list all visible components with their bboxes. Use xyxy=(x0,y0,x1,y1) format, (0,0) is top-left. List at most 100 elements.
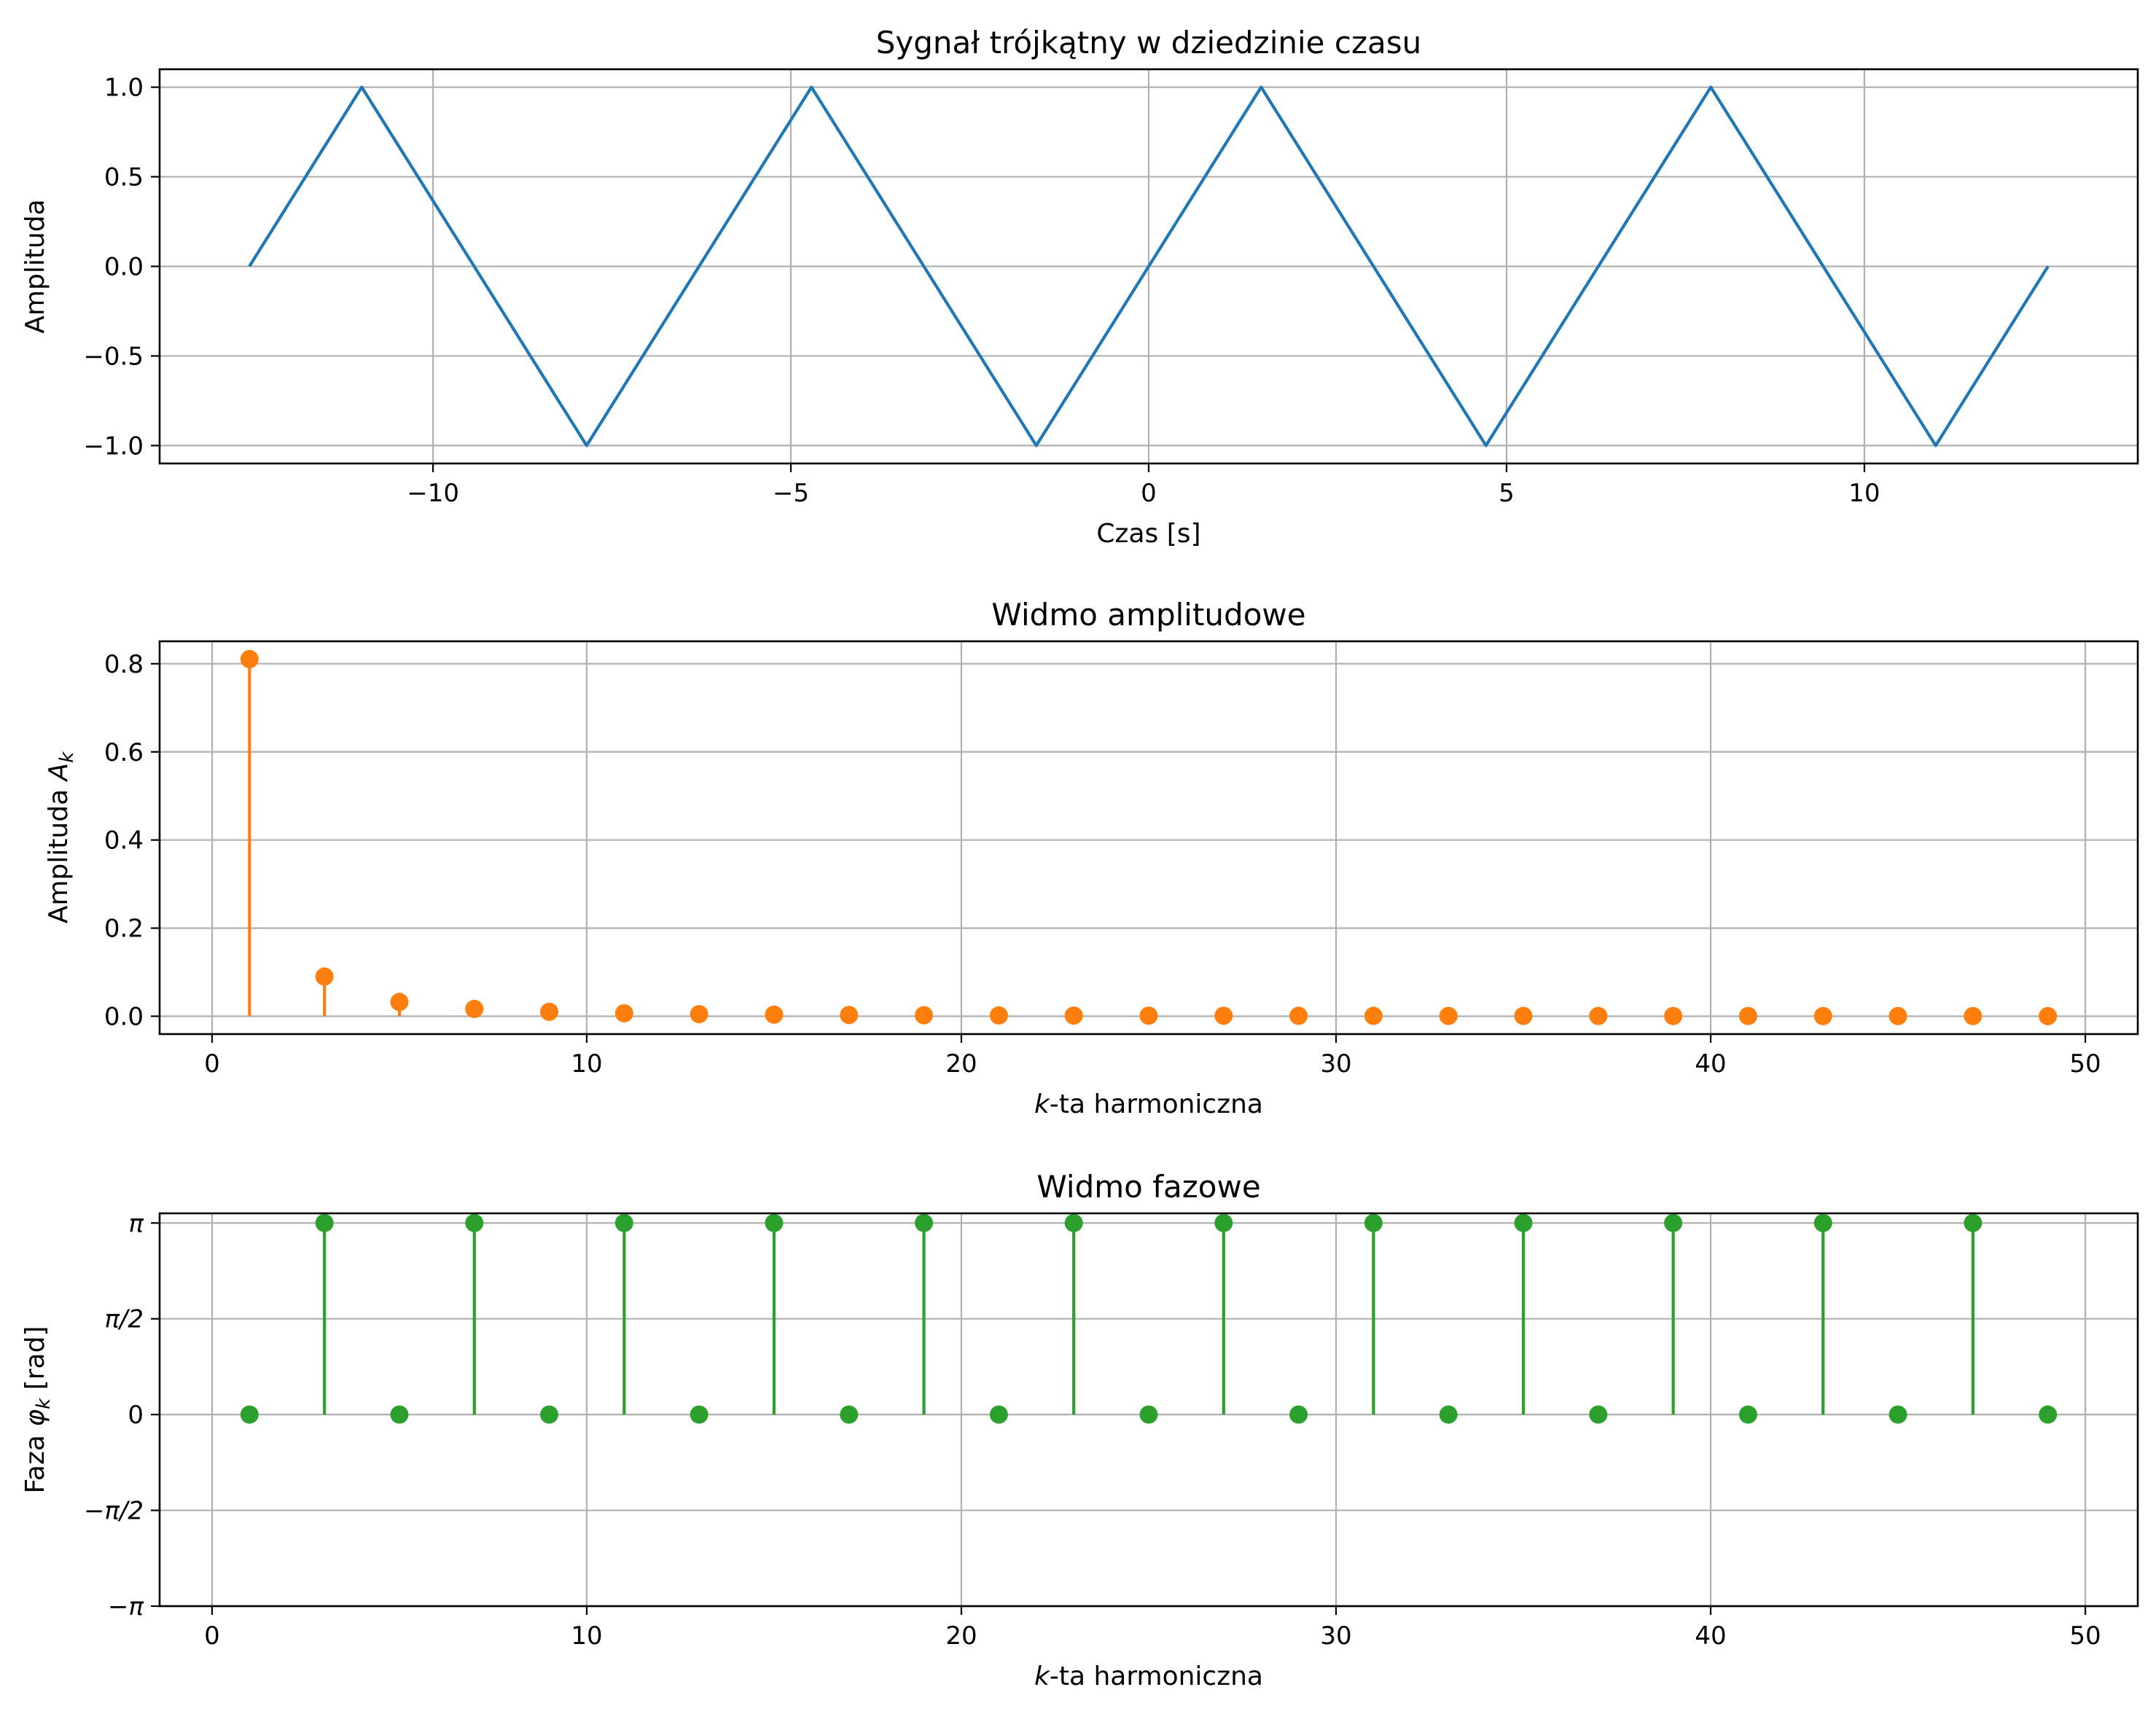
x-tick-label: −5 xyxy=(773,479,809,508)
stem-marker xyxy=(1364,1006,1383,1025)
chart-title: Sygnał trójkątny w dziedzinie czasu xyxy=(876,25,1422,60)
y-axis-label-group: Amplituda xyxy=(20,199,50,333)
x-tick-label: 30 xyxy=(1320,1621,1351,1651)
stem-marker xyxy=(2039,1405,2058,1424)
stem-marker xyxy=(1664,1006,1683,1025)
stem-marker xyxy=(1139,1006,1158,1025)
stem-marker xyxy=(390,1405,409,1424)
y-tick-label: 0 xyxy=(128,1401,144,1430)
stem-marker xyxy=(1064,1213,1083,1232)
chart-title: Widmo fazowe xyxy=(1036,1169,1260,1205)
chart-title: Widmo amplitudowe xyxy=(991,597,1305,633)
x-tick-label: 50 xyxy=(2069,1621,2101,1651)
x-tick-label: 0 xyxy=(204,1621,220,1651)
stem-marker xyxy=(1813,1213,1832,1232)
stem-marker xyxy=(1889,1405,1907,1424)
stem-marker xyxy=(1439,1405,1458,1424)
stem-marker xyxy=(690,1005,708,1024)
time-signal-panel: −10 −5 0 5 10 −1.0 −0.5 0.0 0.5 1.0 Sygnał trójkąt… xyxy=(20,25,2139,549)
stem-marker xyxy=(315,967,334,986)
y-tick-label: −π xyxy=(108,1592,144,1621)
x-axis-label: k-ta harmoniczna xyxy=(1034,1089,1263,1119)
y-tick-label: 0.0 xyxy=(104,1003,144,1032)
y-tick-label: 0.8 xyxy=(104,650,144,679)
stem-marker xyxy=(1514,1006,1533,1025)
stem-marker xyxy=(1738,1006,1757,1025)
x-tick-label: −10 xyxy=(407,479,459,508)
axes-frame xyxy=(158,640,2139,1036)
stem-marker xyxy=(390,993,409,1011)
stem-marker xyxy=(1214,1006,1233,1025)
stem-marker xyxy=(1738,1405,1757,1424)
x-tick-label: 10 xyxy=(571,1621,602,1651)
phase-spectrum-panel: 0 10 20 30 40 50 −π −π/2 0 π/2 π Widmo fazowe k-ta h… xyxy=(20,1169,2139,1691)
stem-marker xyxy=(1439,1006,1458,1025)
y-tick-label: 0.0 xyxy=(104,253,144,282)
stem-marker xyxy=(1289,1006,1308,1025)
stem-marker xyxy=(915,1213,934,1232)
y-tick-label: −0.5 xyxy=(83,342,144,371)
y-tick-label: 0.5 xyxy=(104,163,144,192)
stem-marker xyxy=(1364,1213,1383,1232)
stem-marker xyxy=(614,1003,633,1022)
y-tick-label: 1.0 xyxy=(104,74,144,103)
stem-marker xyxy=(1813,1006,1832,1025)
stem-marker xyxy=(1664,1213,1683,1232)
stem-marker xyxy=(315,1213,334,1232)
x-tick-label: 20 xyxy=(945,1621,977,1651)
y-tick-label: π/2 xyxy=(104,1305,144,1334)
stem-marker xyxy=(840,1405,859,1424)
stem-marker xyxy=(840,1006,859,1025)
stem-marker xyxy=(465,1000,484,1019)
signal-line xyxy=(248,85,2050,447)
x-tick-label: 20 xyxy=(945,1049,977,1079)
stem-marker xyxy=(240,1405,259,1424)
x-tick-label: 0 xyxy=(1141,479,1157,508)
y-tick-label: 0.6 xyxy=(104,738,144,767)
stem-marker xyxy=(989,1405,1008,1424)
x-tick-label: 0 xyxy=(204,1049,220,1079)
y-tick-label: π xyxy=(129,1209,144,1238)
y-tick-label: 0.4 xyxy=(104,826,144,856)
stem-marker xyxy=(1139,1405,1158,1424)
stem-marker xyxy=(765,1005,784,1024)
stem-marker xyxy=(765,1213,784,1232)
stem-marker xyxy=(1214,1213,1233,1232)
y-axis-label: Amplituda Ak xyxy=(44,751,78,923)
stem-marker xyxy=(614,1213,633,1232)
stem-marker xyxy=(1064,1006,1083,1025)
x-tick-label: 5 xyxy=(1499,479,1515,508)
stem-marker xyxy=(540,1405,559,1424)
y-axis-label: Faza φk [rad] xyxy=(20,1326,55,1494)
stem-marker xyxy=(1964,1213,1983,1232)
x-tick-label: 10 xyxy=(571,1049,602,1079)
stem-marker xyxy=(915,1006,934,1025)
stem-marker xyxy=(1964,1006,1983,1025)
stem-marker xyxy=(1289,1405,1308,1424)
x-tick-label: 10 xyxy=(1848,479,1880,508)
x-tick-label: 30 xyxy=(1320,1049,1351,1079)
x-tick-label: 40 xyxy=(1695,1049,1726,1079)
y-axis-label-group: Faza φk [rad] xyxy=(20,1326,55,1494)
y-axis-label-group: Amplituda Ak xyxy=(44,751,78,923)
axes-frame xyxy=(158,1212,2139,1608)
stem-marker xyxy=(465,1213,484,1232)
amplitude-spectrum-panel: 0 10 20 30 40 50 0.0 0.2 0.4 0.6 0.8 Widmo amplitud… xyxy=(44,597,2139,1119)
y-tick-label: 0.2 xyxy=(104,915,144,944)
y-axis-label: Amplituda xyxy=(20,199,50,333)
stem-marker xyxy=(1889,1006,1907,1025)
stem-marker xyxy=(240,649,259,668)
stem-marker xyxy=(2039,1006,2058,1025)
stem-marker xyxy=(690,1405,708,1424)
x-axis-label: k-ta harmoniczna xyxy=(1034,1662,1263,1691)
y-tick-label: −1.0 xyxy=(83,431,144,461)
stem-marker xyxy=(989,1006,1008,1025)
stem-marker xyxy=(1589,1405,1608,1424)
x-tick-label: 50 xyxy=(2069,1049,2101,1079)
stem-marker xyxy=(540,1002,559,1021)
stem-marker xyxy=(1589,1006,1608,1025)
x-axis-label: Czas [s] xyxy=(1096,519,1200,549)
y-tick-label: −π/2 xyxy=(84,1497,144,1526)
stem-marker xyxy=(1514,1213,1533,1232)
